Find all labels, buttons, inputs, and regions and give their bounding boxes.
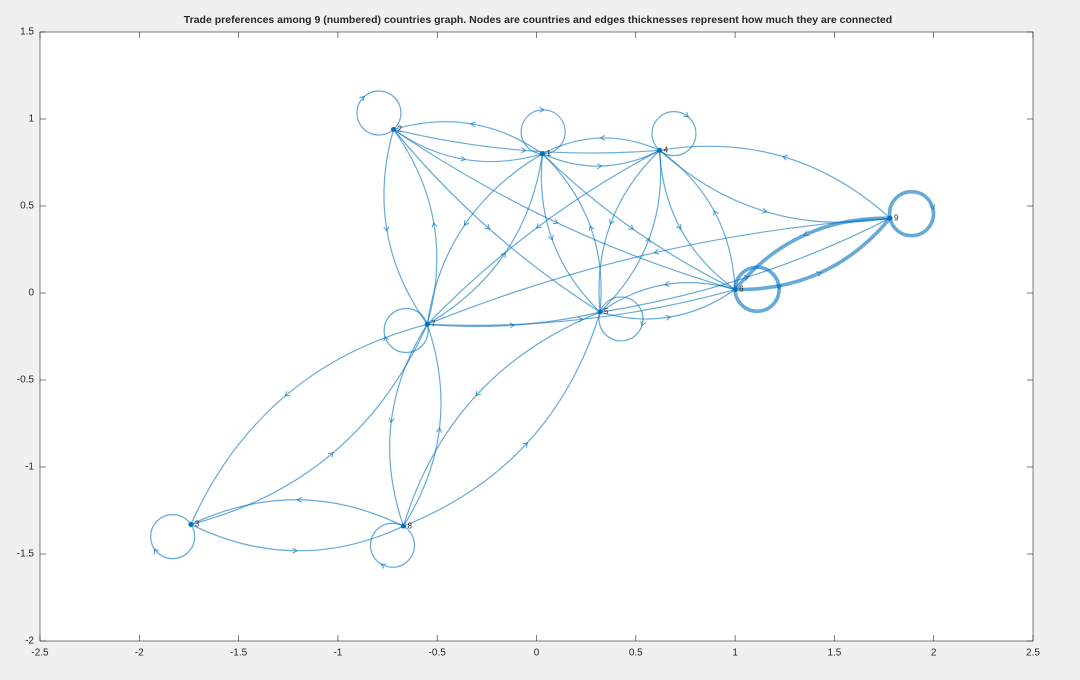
arrow [683,112,690,118]
arrow [380,563,387,569]
y-tick-label: -1 [25,462,34,473]
arrow [761,207,768,214]
x-tick-label: -2 [135,648,144,659]
node [732,287,738,293]
node-label: 7 [431,319,436,328]
node-label: 8 [407,521,412,530]
arrow [803,230,810,237]
arrow [463,220,470,227]
self-loop [651,111,697,157]
node [887,215,893,221]
node [597,309,603,315]
x-tick-label: 1.5 [827,648,841,659]
arrow [653,248,660,255]
x-tick-label: 0 [534,648,540,659]
x-tick-label: 0.5 [629,648,643,659]
y-tick-label: 1.5 [20,27,34,38]
arrow [596,163,603,170]
self-loop [150,514,196,560]
arrow [640,320,647,327]
arrow [436,427,443,433]
arrow [713,210,719,216]
node-label: 5 [604,307,609,316]
arrow [782,154,788,161]
y-tick-label: 0.5 [20,201,34,212]
node [539,151,545,157]
arrow [431,221,438,228]
arrow [284,391,291,397]
node-label: 3 [195,520,200,529]
arrow [665,314,672,321]
arrow [383,226,390,232]
node [391,126,397,132]
y-tick-label: -1.5 [17,549,35,560]
node [188,521,194,527]
self-loop [887,189,936,238]
node [424,321,430,327]
arrow [522,442,529,448]
chart-title: Trade preferences among 9 (numbered) cou… [184,14,892,26]
node-label: 4 [664,145,669,154]
arrow [676,223,682,230]
arrow [608,219,615,225]
x-tick-label: 2 [931,648,937,659]
arrow [539,106,545,113]
arrow [484,224,491,230]
x-tick-label: 2.5 [1026,648,1040,659]
node-label: 1 [546,149,551,158]
arrow [521,147,527,154]
y-tick-label: -2 [25,636,34,647]
arrow [628,224,635,230]
arrow [535,223,542,229]
arrow [292,547,298,554]
arrow [509,322,516,329]
axes-box [39,31,1034,642]
self-loop [369,522,416,568]
arrow [599,134,606,141]
node-label: 6 [739,285,744,294]
x-tick-label: -0.5 [429,648,447,659]
node-label: 2 [398,125,403,134]
x-tick-label: -2.5 [31,648,49,659]
y-tick-label: 0 [28,288,34,299]
x-tick-label: -1.5 [230,648,248,659]
node [657,147,663,153]
arrow [359,95,365,102]
node-label: 9 [894,213,899,222]
arrow [388,417,395,424]
arrow [663,280,670,287]
y-tick-label: -0.5 [17,375,35,386]
y-tick-label: 1 [28,114,34,125]
arrow [153,548,160,554]
arrow [460,155,467,162]
x-tick-label: -1 [333,648,342,659]
arrow [469,121,476,128]
node [400,523,406,529]
x-tick-label: 1 [732,648,738,659]
arrow [548,234,554,241]
arrow [645,237,651,244]
arrow [816,271,822,277]
arrow [296,496,302,503]
arrow [929,204,936,211]
arrow [552,218,559,225]
arrow [383,335,390,342]
arrow [475,390,482,397]
arrow [588,225,595,232]
arrow [328,452,334,458]
self-loop [356,90,402,136]
self-loop [383,307,429,354]
